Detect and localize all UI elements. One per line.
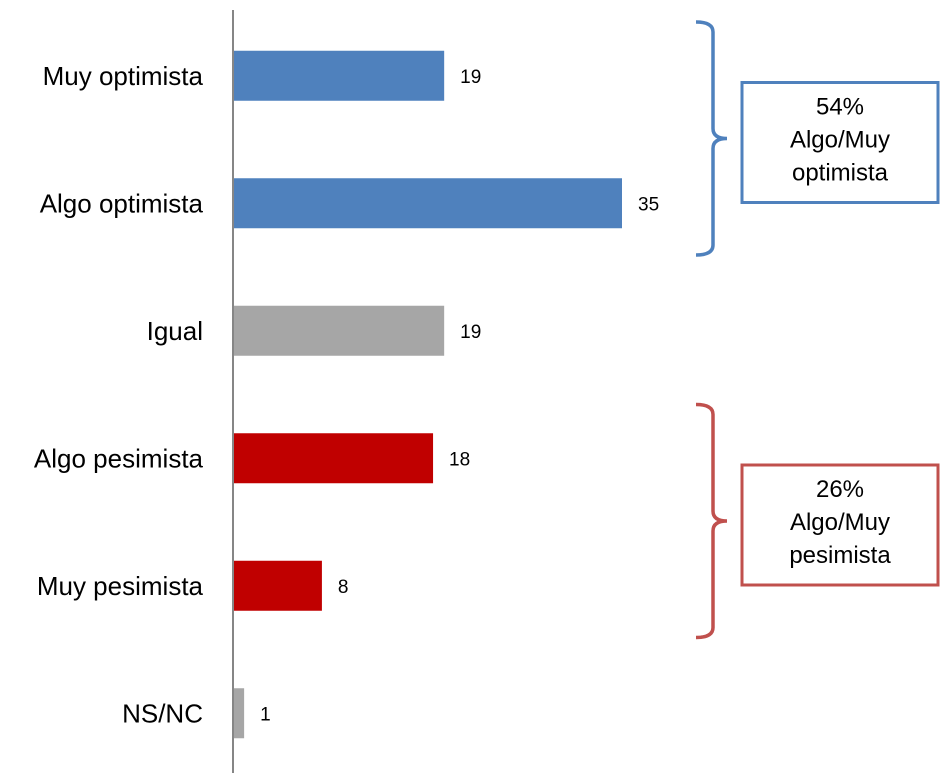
pesimista-group-callout-box — [740, 463, 940, 587]
pesimista-group-callout-line-2: Algo/Muy — [790, 509, 890, 536]
pesimista-group-callout-text: 26% Algo/Muy pesimista — [789, 476, 891, 569]
value-label-muy-optimista: 19 — [460, 67, 481, 88]
optimista-group-callout-box — [740, 81, 940, 204]
pesimista-group-bracket — [695, 402, 728, 640]
pesimista-group-callout-line-3: pesimista — [789, 542, 891, 569]
bar-igual — [233, 305, 445, 356]
annotations-group: 54% Algo/Muy optimista 26% Algo/Muy pesimista — [695, 20, 940, 640]
optimista-group-callout-line-2: Algo/Muy — [790, 127, 890, 154]
category-label-igual: Igual — [147, 316, 203, 346]
pesimista-group-callout-line-1: 26% — [816, 476, 864, 503]
labels-group: Muy optimista 19 Algo optimista 35 Igual 19 Al… — [34, 61, 659, 729]
optimista-group-callout-line-1: 54% — [816, 94, 864, 121]
category-label-muy-optimista: Muy optimista — [43, 61, 204, 91]
category-label-algo-pesimista: Algo pesimista — [34, 443, 204, 473]
value-label-muy-pesimista: 8 — [338, 577, 349, 598]
bar-algo-pesimista — [233, 433, 434, 484]
bar-muy-pesimista — [233, 560, 322, 611]
value-label-algo-optimista: 35 — [638, 194, 659, 215]
value-label-algo-pesimista: 18 — [449, 449, 470, 470]
bar-ns-nc — [233, 688, 245, 739]
bars-group — [233, 50, 622, 739]
value-label-igual: 19 — [460, 322, 481, 343]
category-label-ns-nc: NS/NC — [122, 698, 203, 728]
value-label-ns-nc: 1 — [260, 704, 271, 725]
category-label-muy-pesimista: Muy pesimista — [37, 571, 204, 601]
bar-algo-optimista — [233, 178, 622, 229]
optimista-group-callout-line-3: optimista — [792, 160, 889, 187]
bar-muy-optimista — [233, 50, 445, 101]
category-label-algo-optimista: Algo optimista — [40, 188, 204, 218]
optimista-group-callout-text: 54% Algo/Muy optimista — [790, 94, 890, 187]
optimista-group-bracket — [695, 20, 728, 257]
